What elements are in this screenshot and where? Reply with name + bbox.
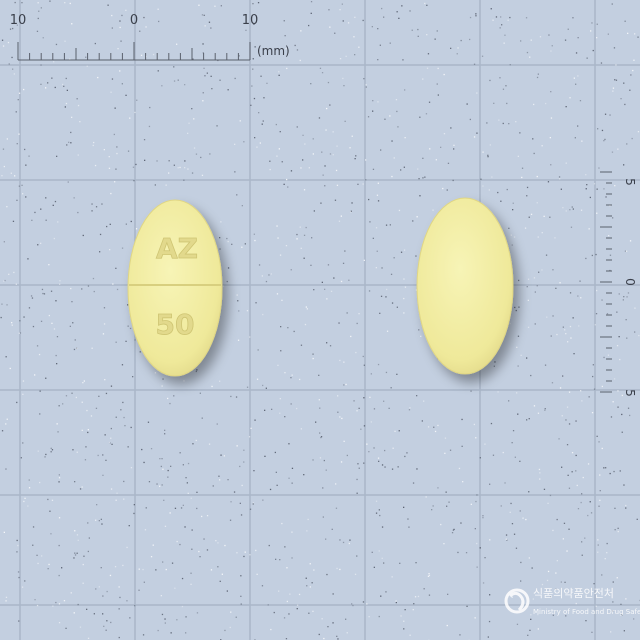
mfds-logo-icon <box>504 588 530 614</box>
ruler-label-zero: 0 <box>130 13 138 28</box>
side-label-top: 5 <box>623 178 637 186</box>
top-ruler: 10 0 10 (mm) <box>10 13 290 61</box>
pill-front: AZ 50 <box>127 199 223 377</box>
watermark-english: Ministry of Food and Drug Safety <box>533 608 640 616</box>
mfds-watermark: 식품의약품안전처 Ministry of Food and Drug Safet… <box>504 586 640 616</box>
ruler-label-left: 10 <box>10 13 27 28</box>
side-label-zero: 0 <box>623 278 637 286</box>
imprint-top: AZ <box>156 232 198 265</box>
side-ruler: 5 0 5 <box>600 171 637 397</box>
ruler-unit: (mm) <box>257 44 290 58</box>
pill-back <box>416 197 514 375</box>
imprint-bottom: 50 <box>156 308 195 341</box>
watermark-korean: 식품의약품안전처 <box>533 586 614 600</box>
ruler-label-right: 10 <box>242 13 259 28</box>
side-label-bottom: 5 <box>623 389 637 397</box>
